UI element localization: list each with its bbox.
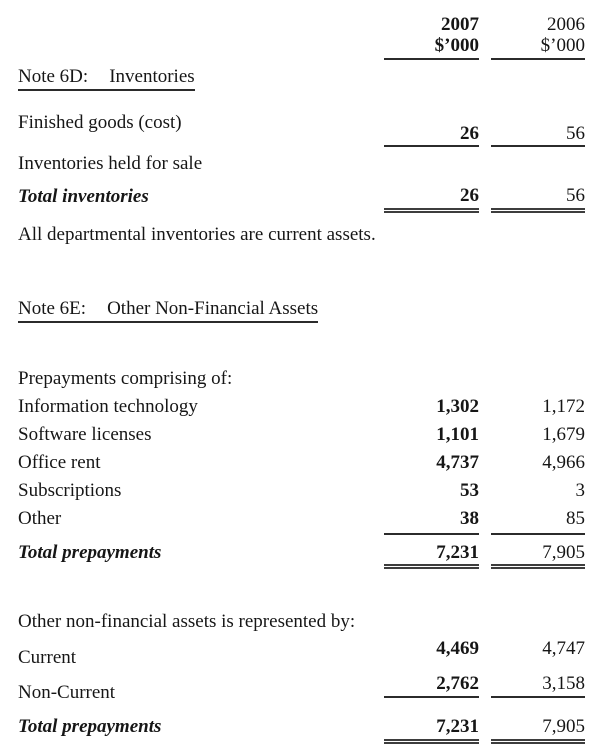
value-2007: 4,469 [436,638,479,659]
value-2007: 38 [384,505,479,535]
note-6e-heading-wrap: Note 6E: Other Non-Financial Assets [18,298,585,323]
note-6d-id: Note 6D: [18,66,89,87]
col-2006-unit: $’000 [540,35,585,56]
row-values: 53 3 [384,477,585,505]
table-row-information-technology: Information technology 1,302 1,172 [18,393,585,421]
row-label: Finished goods (cost) [18,112,182,133]
note-6d-heading-wrap: Note 6D: Inventories [18,66,585,91]
value-2006: 3 [575,480,586,501]
row-label: Information technology [18,396,198,417]
value-2006: 56 [491,185,585,213]
col-2006-header: 2006 $’000 [491,14,585,60]
note-6d-title: Inventories [109,66,195,87]
note-6d-heading: Note 6D: Inventories [18,67,195,91]
table-row-non-current: Non-Current 2,762 3,158 [18,672,585,705]
row-label: Software licenses [18,424,152,445]
value-2006: 85 [491,505,585,535]
row-label: Non-Current [18,682,116,703]
row-label: Total prepayments [18,716,162,737]
value-2007: 26 [384,123,479,147]
col-2007-header: 2007 $’000 [384,14,479,60]
row-label: Inventories held for sale [18,153,203,174]
note-6e-id: Note 6E: [18,298,87,319]
value-2007: 53 [460,480,479,501]
row-values: 2,762 3,158 [384,672,585,698]
table-row-held-for-sale: Inventories held for sale [18,150,585,178]
value-2006: 1,679 [542,424,585,445]
table-row-total-prepayments: Total prepayments 7,231 7,905 [18,541,585,569]
table-row-software-licenses: Software licenses 1,101 1,679 [18,421,585,449]
value-2007: 7,231 [384,541,479,569]
row-label: Other [18,508,62,529]
note-6e-title: Other Non-Financial Assets [107,298,319,319]
row-label: Office rent [18,452,101,473]
value-2006: 7,905 [491,715,585,744]
table-row-other: Other 38 85 [18,505,585,535]
row-values: 1,101 1,679 [384,421,585,449]
row-label: Total inventories [18,186,149,207]
row-values: 7,231 7,905 [384,541,585,569]
row-values: 38 85 [384,505,585,535]
value-2007: 7,231 [384,715,479,744]
col-2006-year: 2006 [547,14,585,35]
row-label: Subscriptions [18,480,122,501]
note-6e-heading: Note 6E: Other Non-Financial Assets [18,298,319,323]
value-2007: 4,737 [436,452,479,473]
value-2006: 3,158 [491,672,585,698]
value-2007: 2,762 [384,672,479,698]
row-values: 4,737 4,966 [384,449,585,477]
footnote-text: All departmental inventories are current… [18,224,376,245]
column-headers: 2007 $’000 2006 $’000 [18,14,585,60]
value-2006: 7,905 [491,541,585,569]
value-2007: 1,302 [436,396,479,417]
table-row-office-rent: Office rent 4,737 4,966 [18,449,585,477]
value-2006: 4,966 [542,452,585,473]
row-label: Total prepayments [18,542,162,563]
table-row-total-represented: Total prepayments 7,231 7,905 [18,715,585,744]
table-row-total-inventories: Total inventories 26 56 [18,185,585,213]
table-row-current: Current 4,469 4,747 [18,637,585,670]
value-2007: 1,101 [436,424,479,445]
row-values: 1,302 1,172 [384,393,585,421]
col-2007-unit: $’000 [434,35,479,56]
value-2006: 4,747 [542,638,585,659]
value-2007: 26 [384,185,479,213]
row-values: 7,231 7,905 [384,715,585,744]
table-row-finished-goods: Finished goods (cost) 26 56 [18,110,585,147]
row-label: Current [18,647,77,668]
value-2006: 56 [491,123,585,147]
section-intro-represented-by: Other non-financial assets is represente… [18,611,356,632]
row-values: 26 56 [384,185,585,213]
value-2006: 1,172 [542,396,585,417]
table-row-subscriptions: Subscriptions 53 3 [18,477,585,505]
row-values: 26 56 [384,123,585,147]
row-values: 4,469 4,747 [384,637,585,661]
section-intro-prepayments: Prepayments comprising of: [18,368,233,389]
col-2007-year: 2007 [441,14,479,35]
